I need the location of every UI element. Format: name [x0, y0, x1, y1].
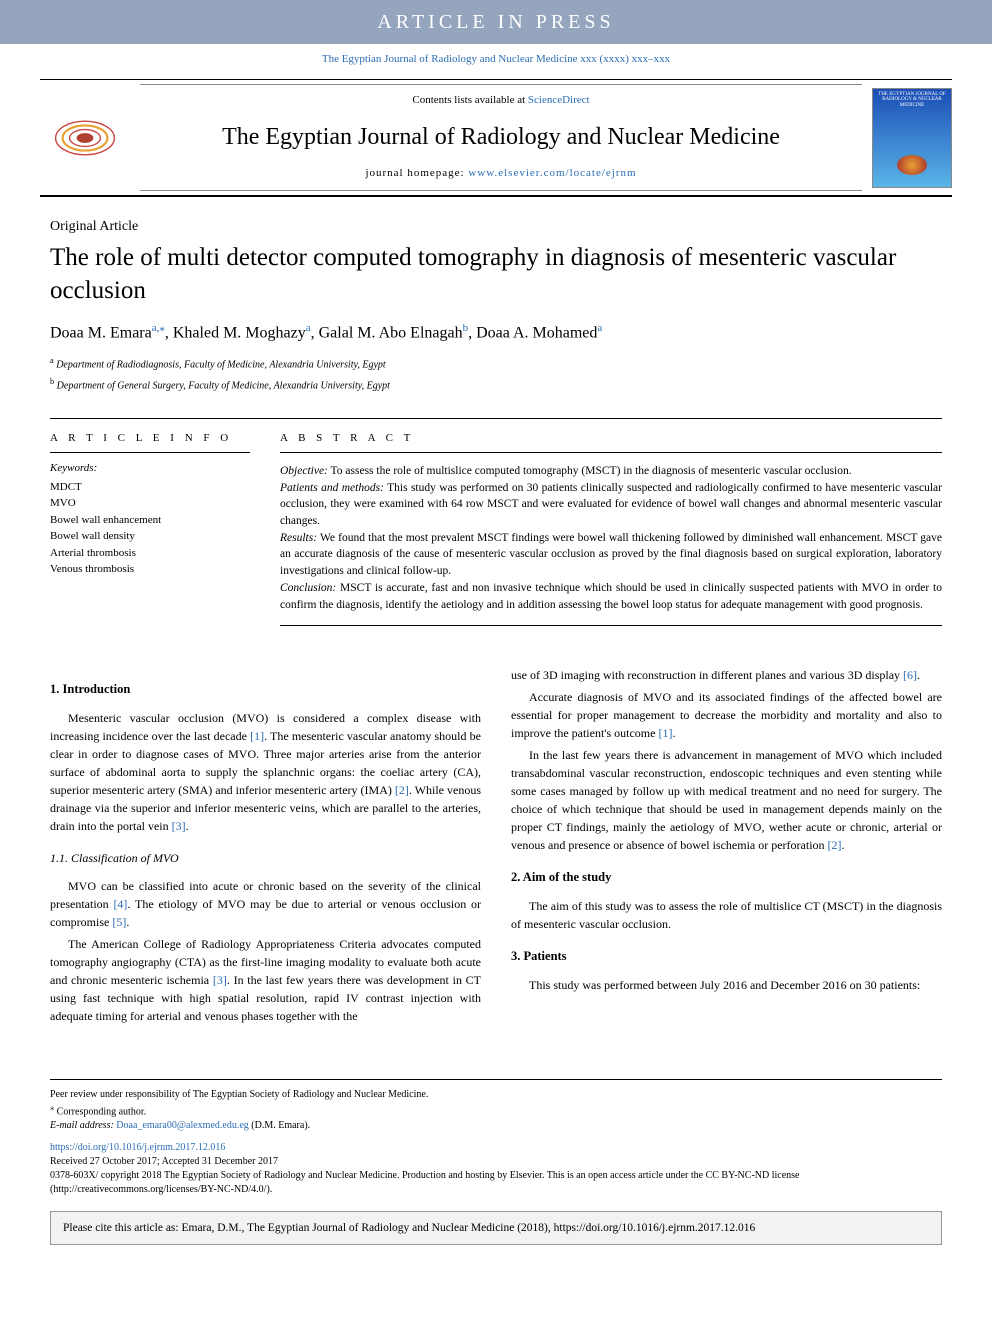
ref-link-3[interactable]: [3] [172, 819, 186, 833]
ref-link-3b[interactable]: [3] [213, 973, 227, 987]
section-3-paragraph: This study was performed between July 20… [511, 976, 942, 994]
keyword-item: MDCT [50, 479, 250, 496]
publisher-logo [40, 103, 130, 173]
col2-paragraph-1: use of 3D imaging with reconstruction in… [511, 666, 942, 684]
abstract-column: A B S T R A C T Objective: To assess the… [280, 419, 942, 626]
divider [280, 625, 942, 626]
ref-link-1b[interactable]: [1] [658, 726, 672, 740]
ref-link-4[interactable]: [4] [113, 897, 127, 911]
abstract-heading: A B S T R A C T [280, 419, 942, 452]
corresponding-author-note: ⁎ Corresponding author. [50, 1102, 942, 1119]
affiliation: a Department of Radiodiagnosis, Faculty … [50, 355, 942, 372]
received-accepted-dates: Received 27 October 2017; Accepted 31 De… [50, 1155, 942, 1169]
ref-link-2b[interactable]: [2] [828, 838, 842, 852]
doi-block: https://doi.org/10.1016/j.ejrnm.2017.12.… [50, 1141, 942, 1197]
author-affil-sup: b [463, 322, 469, 334]
body-column-left: 1. Introduction Mesenteric vascular occl… [50, 666, 481, 1029]
section-1-paragraph: Mesenteric vascular occlusion (MVO) is c… [50, 709, 481, 835]
section-1-heading: 1. Introduction [50, 680, 481, 699]
ref-link-2[interactable]: [2] [395, 783, 409, 797]
affiliation: b Department of General Surgery, Faculty… [50, 376, 942, 393]
col2-paragraph-3: In the last few years there is advanceme… [511, 746, 942, 854]
ref-link-1[interactable]: [1] [250, 729, 264, 743]
section-2-paragraph: The aim of this study was to assess the … [511, 897, 942, 933]
section-1-1-paragraph-1: MVO can be classified into acute or chro… [50, 877, 481, 931]
section-2-heading: 2. Aim of the study [511, 868, 942, 887]
author-affil-sup: a [306, 322, 311, 334]
sciencedirect-link[interactable]: ScienceDirect [528, 94, 590, 106]
cover-logo-icon [897, 155, 927, 175]
homepage-line: journal homepage: www.elsevier.com/locat… [140, 162, 862, 185]
keyword-item: Bowel wall density [50, 528, 250, 545]
abstract-conclusion-label: Conclusion: [280, 582, 336, 594]
journal-reference-top: The Egyptian Journal of Radiology and Nu… [0, 44, 992, 79]
ref-link-6[interactable]: [6] [903, 668, 917, 682]
keyword-item: MVO [50, 495, 250, 512]
abstract-objective: To assess the role of multislice compute… [328, 465, 852, 477]
abstract-results-label: Results: [280, 532, 317, 544]
section-3-heading: 3. Patients [511, 947, 942, 966]
article-title: The role of multi detector computed tomo… [50, 242, 942, 307]
copyright-line: 0378-603X/ copyright 2018 The Egyptian S… [50, 1169, 942, 1197]
article-info-heading: A R T I C L E I N F O [50, 419, 250, 452]
peer-review-note: Peer review under responsibility of The … [50, 1088, 942, 1102]
keywords-label: Keywords: [50, 461, 250, 476]
journal-homepage-link[interactable]: www.elsevier.com/locate/ejrnm [468, 167, 636, 179]
article-info-column: A R T I C L E I N F O Keywords: MDCTMVOB… [50, 419, 250, 626]
keyword-item: Bowel wall enhancement [50, 512, 250, 529]
ref-link-5[interactable]: [5] [112, 915, 126, 929]
email-line: E-mail address: Doaa_emara00@alexmed.edu… [50, 1119, 942, 1133]
abstract-text: Objective: To assess the role of multisl… [280, 463, 942, 613]
col2-paragraph-2: Accurate diagnosis of MVO and its associ… [511, 688, 942, 742]
keyword-item: Venous thrombosis [50, 561, 250, 578]
author-affil-sup: a [597, 322, 602, 334]
header-center: Contents lists available at ScienceDirec… [140, 84, 862, 190]
author-affil-sup: a,⁎ [152, 322, 165, 334]
contents-prefix: Contents lists available at [412, 94, 527, 106]
citation-box: Please cite this article as: Emara, D.M.… [50, 1211, 942, 1245]
contents-line: Contents lists available at ScienceDirec… [140, 89, 862, 112]
footer-notes: Peer review under responsibility of The … [50, 1079, 942, 1133]
abstract-pm-label: Patients and methods: [280, 482, 384, 494]
authors-line: Doaa M. Emaraa,⁎, Khaled M. Moghazya, Ga… [50, 321, 942, 345]
journal-cover-thumbnail: THE EGYPTIAN JOURNAL OF RADIOLOGY & NUCL… [872, 88, 952, 188]
swirl-logo-icon [50, 113, 120, 163]
abstract-results: We found that the most prevalent MSCT fi… [280, 532, 942, 577]
abstract-conclusion: MSCT is accurate, fast and non invasive … [280, 582, 942, 611]
divider [50, 452, 250, 453]
body-column-right: use of 3D imaging with reconstruction in… [511, 666, 942, 1029]
section-1-1-paragraph-2: The American College of Radiology Approp… [50, 935, 481, 1025]
author-email-link[interactable]: Doaa_emara00@alexmed.edu.eg [116, 1120, 248, 1131]
section-1-1-heading: 1.1. Classification of MVO [50, 849, 481, 867]
keyword-item: Arterial thrombosis [50, 545, 250, 562]
journal-header: Contents lists available at ScienceDirec… [40, 79, 952, 196]
abstract-objective-label: Objective: [280, 465, 328, 477]
body-columns: 1. Introduction Mesenteric vascular occl… [50, 666, 942, 1029]
article-type: Original Article [50, 217, 942, 237]
homepage-prefix: journal homepage: [365, 167, 468, 179]
cover-title-text: THE EGYPTIAN JOURNAL OF RADIOLOGY & NUCL… [876, 92, 948, 109]
journal-title: The Egyptian Journal of Radiology and Nu… [140, 113, 862, 163]
divider [280, 452, 942, 453]
doi-link[interactable]: https://doi.org/10.1016/j.ejrnm.2017.12.… [50, 1142, 225, 1153]
article-in-press-banner: ARTICLE IN PRESS [0, 0, 992, 44]
